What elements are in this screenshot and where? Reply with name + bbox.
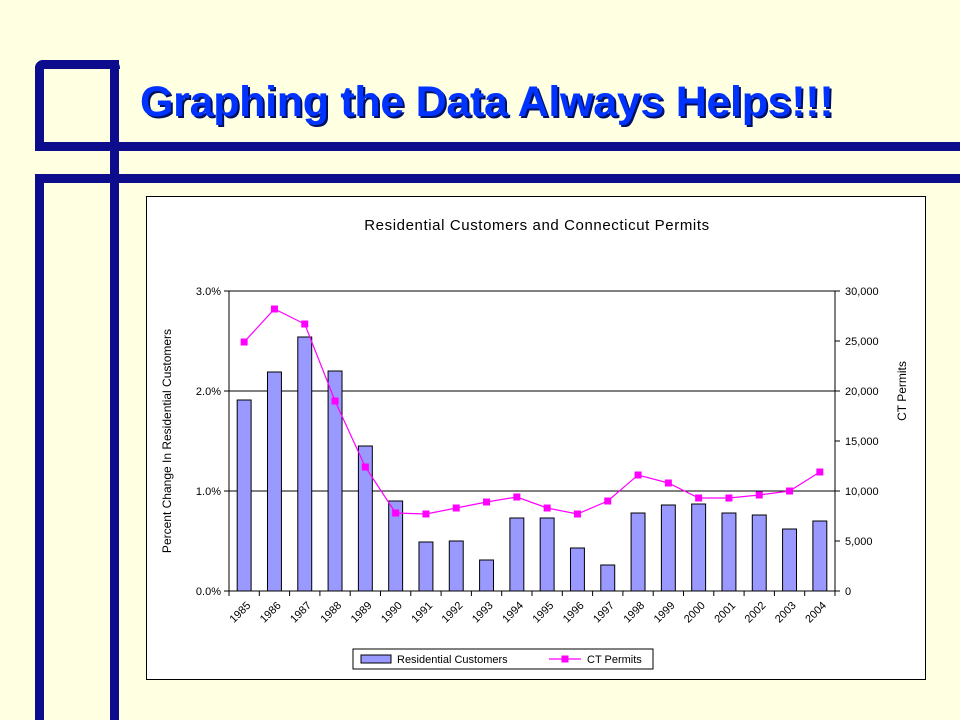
bar-1992	[448, 540, 464, 592]
legend-box	[352, 648, 654, 670]
point-1991	[422, 510, 430, 518]
point-2004	[816, 468, 824, 476]
x-tick-label-2001: 2001	[712, 600, 738, 626]
bar-1996	[569, 547, 585, 592]
bar-2003	[782, 528, 798, 592]
x-tick-label-1987: 1987	[288, 600, 314, 626]
x-tick-label-1991: 1991	[409, 600, 435, 626]
point-1999	[664, 479, 672, 487]
point-1996	[573, 510, 581, 518]
x-tick-label-1989: 1989	[349, 600, 375, 626]
frame-horizontal-bar-top	[35, 60, 120, 69]
bar-1994	[509, 517, 525, 592]
x-tick-label-1990: 1990	[379, 600, 405, 626]
point-1994	[513, 493, 521, 501]
gridlines	[229, 290, 835, 492]
point-2002	[755, 491, 763, 499]
legend-label-residential-customers: Residential Customers	[397, 654, 508, 666]
x-tick-label-1994: 1994	[500, 600, 526, 626]
x-tick-label-2000: 2000	[682, 600, 708, 626]
frame-horizontal-bar-under-title	[120, 142, 960, 151]
y-tick-label-right: 5,000	[845, 536, 873, 548]
x-tick-label-1985: 1985	[228, 600, 254, 626]
x-tick-label-1986: 1986	[258, 600, 284, 626]
chart-container: Residential Customers and Connecticut Pe…	[146, 196, 926, 680]
ct-permits-line	[243, 308, 821, 515]
bar-1991	[418, 541, 434, 592]
y-tick-label-right: 20,000	[845, 386, 879, 398]
point-1997	[604, 497, 612, 505]
line-series-ct-permits	[240, 305, 824, 518]
legend-label-ct-permits: CT Permits	[587, 654, 642, 666]
point-1989	[361, 463, 369, 471]
combo-chart: Residential Customers and Connecticut Pe…	[160, 217, 909, 670]
x-tick-label-1997: 1997	[591, 600, 617, 626]
x-tick-label-2003: 2003	[773, 600, 799, 626]
bar-1986	[266, 371, 282, 592]
bar-series-residential-customers	[236, 336, 828, 592]
y-tick-label-right: 30,000	[845, 286, 879, 298]
x-tick-label-1999: 1999	[652, 600, 678, 626]
point-1985	[240, 338, 248, 346]
bar-2002	[751, 514, 767, 592]
y-tick-label-right: 15,000	[845, 436, 879, 448]
legend: Residential Customers CT Permits	[352, 648, 654, 670]
x-tick-label-2004: 2004	[803, 600, 829, 626]
point-1990	[392, 509, 400, 517]
bar-2000	[691, 503, 707, 592]
bar-2004	[812, 520, 828, 592]
y-tick-label-right: 10,000	[845, 486, 879, 498]
y-tick-label-left: 2.0%	[196, 386, 221, 398]
bar-1987	[297, 336, 313, 592]
y-tick-label-right: 25,000	[845, 336, 879, 348]
y-tick-label-left: 3.0%	[196, 286, 221, 298]
point-1993	[483, 498, 491, 506]
x-tick-label-1998: 1998	[621, 600, 647, 626]
x-tick-label-1992: 1992	[440, 600, 466, 626]
x-tick-label-1993: 1993	[470, 600, 496, 626]
slide-title: Graphing the Data Always Helps!!!	[140, 78, 834, 126]
bar-1985	[236, 399, 252, 592]
point-2003	[786, 487, 794, 495]
x-tick-label-1995: 1995	[531, 600, 557, 626]
bar-1999	[660, 504, 676, 592]
x-tick-label-1996: 1996	[561, 600, 587, 626]
x-tick-label-1988: 1988	[318, 600, 344, 626]
point-2001	[725, 494, 733, 502]
y-tick-label-right: 0	[845, 586, 851, 598]
x-tick-label-2002: 2002	[743, 600, 769, 626]
y-axis-label-right: CT Permits	[895, 361, 909, 421]
bar-1995	[539, 517, 555, 592]
frame-vertical-bar-right	[110, 60, 119, 720]
y-axis-label-left: Percent Change In Residential Customers	[160, 329, 174, 553]
bar-1997	[600, 564, 616, 592]
point-1987	[301, 320, 309, 328]
legend-marker-ct-permits	[561, 655, 569, 663]
frame-horizontal-bar-under-title-left	[35, 142, 120, 151]
point-1988	[331, 397, 339, 405]
legend-swatch-residential-customers	[360, 654, 392, 664]
point-1998	[634, 471, 642, 479]
y-tick-label-left: 0.0%	[196, 586, 221, 598]
point-1986	[270, 305, 278, 313]
point-1995	[543, 504, 551, 512]
y-tick-label-left: 1.0%	[196, 486, 221, 498]
frame-vertical-bar-lower-left	[35, 174, 44, 720]
bar-2001	[721, 512, 737, 592]
point-2000	[695, 494, 703, 502]
frame-horizontal-bar-lower	[35, 174, 960, 183]
point-1992	[452, 504, 460, 512]
bar-1993	[479, 559, 495, 592]
chart-title: Residential Customers and Connecticut Pe…	[364, 217, 709, 234]
frame-vertical-bar-left	[35, 60, 44, 150]
bar-1998	[630, 512, 646, 592]
